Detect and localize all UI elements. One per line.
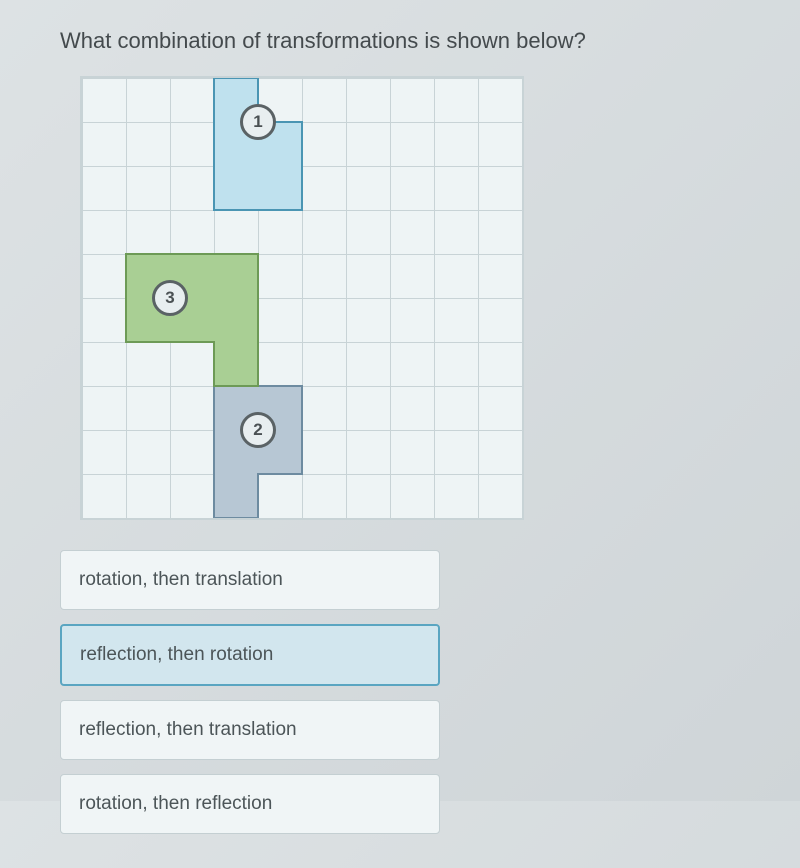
answer-option-3[interactable]: reflection, then translation bbox=[60, 700, 440, 760]
shape-label-3: 3 bbox=[152, 280, 188, 316]
transformation-grid: 1 2 3 bbox=[80, 76, 524, 520]
shape-label-1: 1 bbox=[240, 104, 276, 140]
quiz-page: What combination of transformations is s… bbox=[0, 0, 800, 868]
shape-label-2: 2 bbox=[240, 412, 276, 448]
shape-2 bbox=[214, 386, 302, 518]
answer-list: rotation, then translation reflection, t… bbox=[60, 550, 760, 834]
shape-1 bbox=[214, 78, 302, 210]
shapes-svg bbox=[82, 78, 522, 518]
shape-3 bbox=[126, 254, 258, 386]
answer-option-2[interactable]: reflection, then rotation bbox=[60, 624, 440, 686]
question-text: What combination of transformations is s… bbox=[60, 28, 760, 54]
answer-option-1[interactable]: rotation, then translation bbox=[60, 550, 440, 610]
answer-option-4[interactable]: rotation, then reflection bbox=[60, 774, 440, 834]
